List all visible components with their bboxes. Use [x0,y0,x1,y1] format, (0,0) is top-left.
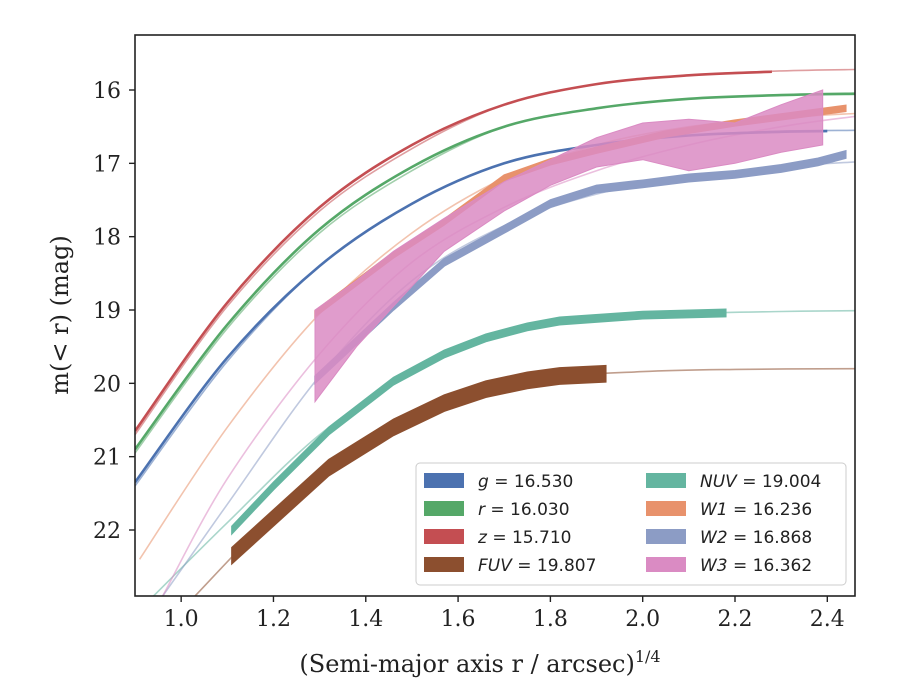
x-tick-label: 1.4 [348,607,383,632]
observed-line-r [135,92,855,451]
y-axis: 16 17 18 19 20 21 22 [93,79,135,544]
x-tick-label: 1.6 [441,607,476,632]
legend: g = 16.530 r = 16.030 z = 15.710 FUV = 19.8… [415,462,847,586]
plot-area [135,68,855,596]
legend-label-w3: W3 = 16.362 [700,556,812,576]
y-tick-label: 20 [93,372,121,397]
legend-label-z: z = 15.710 [477,528,571,548]
plot-frame [134,34,856,597]
y-axis-label: m(< r) (mag) [46,235,74,394]
legend-swatch-nuv [646,473,686,488]
x-tick-label: 1.8 [533,607,568,632]
legend-swatch-z [424,529,464,544]
x-tick-label: 2.0 [625,607,660,632]
y-tick-label: 22 [93,519,121,544]
y-tick-label: 17 [93,152,121,177]
observed-line-g [135,129,828,484]
legend-label-fuv: FUV = 19.807 [478,556,596,576]
observed-line-z [135,70,772,432]
legend-label-w1: W1 = 16.236 [700,500,812,520]
legend-swatch-g [424,473,464,488]
x-tick-label: 1.2 [256,607,291,632]
x-tick-label: 1.0 [164,607,199,632]
legend-frame [415,462,847,586]
legend-swatch-w1 [646,501,686,516]
legend-label-w2: W2 = 16.868 [700,528,812,548]
x-tick-label: 2.4 [810,607,845,632]
x-axis: 1.0 1.2 1.4 1.6 1.8 2.0 2.2 2.4 [164,596,845,632]
legend-label-nuv: NUV = 19.004 [700,472,821,492]
y-tick-label: 19 [93,299,121,324]
legend-swatch-fuv [424,557,464,572]
x-tick-label: 2.2 [718,607,753,632]
observed-band-w3 [314,89,824,404]
x-axis-label: (Semi-major axis r / arcsec)1/4 [299,647,660,678]
legend-label-r: r = 16.030 [478,500,570,520]
observed-band-fuv [231,364,607,566]
y-tick-label: 21 [93,446,121,471]
y-tick-label: 16 [93,79,121,104]
observed-band-nuv [231,308,727,536]
legend-swatch-w2 [646,529,686,544]
y-tick-label: 18 [93,226,121,251]
legend-swatch-w3 [646,557,686,572]
legend-label-g: g = 16.530 [478,472,573,492]
legend-swatch-r [424,501,464,516]
observed-band-w2 [314,149,847,386]
